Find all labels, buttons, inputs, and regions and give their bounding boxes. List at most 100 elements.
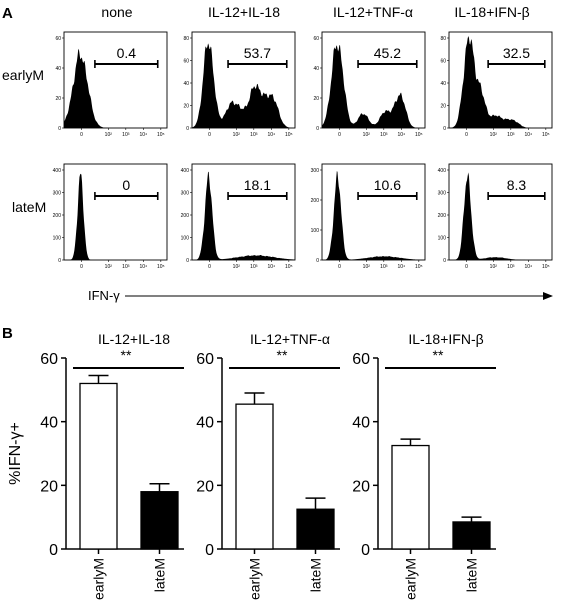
histogram-x-tick-label: 10⁴	[524, 264, 532, 270]
x-tick-label: earlyM	[247, 558, 263, 600]
histogram-x-tick-label: 0	[80, 264, 83, 270]
histogram-y-tick-label: 100	[438, 236, 447, 242]
x-tick-label: earlyM	[91, 558, 107, 600]
x-tick-label: lateM	[464, 558, 480, 592]
histogram-y-tick-label: 300	[438, 191, 447, 197]
histogram-x-tick-label: 10³	[380, 264, 388, 270]
histogram-y-tick-label: 200	[53, 213, 62, 219]
histogram-y-tick-label: 100	[181, 236, 190, 242]
histogram-y-tick-label: 40	[55, 66, 61, 72]
gate-percent: 18.1	[244, 177, 271, 193]
histogram-x-tick-label: 0	[338, 264, 341, 270]
gate-percent: 0	[122, 177, 130, 193]
histogram-x-tick-label: 10³	[122, 132, 130, 138]
histogram-x-tick-label: 10⁵	[157, 264, 165, 270]
histogram-x-tick-label: 10³	[250, 132, 258, 138]
y-tick-label: 0	[361, 542, 370, 559]
histogram-x-tick-label: 10³	[250, 264, 258, 270]
y-tick-label: 20	[352, 478, 370, 495]
bar-chart-title: IL-12+IL-18	[98, 331, 170, 347]
bar-chart: IL-12+TNF-α 0 20 40 60 earlyM lateM **	[196, 331, 340, 600]
histogram-y-tick-label: 400	[181, 168, 190, 174]
histogram-y-tick-label: 0	[316, 258, 319, 264]
bar-chart-title: IL-12+TNF-α	[250, 331, 330, 347]
histogram-x-tick-label: 10⁵	[285, 264, 293, 270]
histogram-y-tick-label: 20	[55, 96, 61, 102]
histogram-x-tick-label: 0	[465, 264, 468, 270]
histogram-area	[64, 48, 167, 128]
histogram-x-tick-label: 10⁴	[397, 264, 405, 270]
histogram-y-tick-label: 100	[311, 228, 320, 234]
histogram-x-tick-label: 10²	[363, 264, 371, 270]
histogram-y-tick-label: 80	[440, 36, 446, 42]
histogram-area	[449, 172, 552, 260]
condition-label: IL-12+IL-18	[208, 4, 280, 20]
histogram-y-tick-label: 200	[181, 213, 190, 219]
histogram-y-tick-label: 40	[183, 81, 189, 87]
y-tick-label: 20	[196, 478, 214, 495]
bar-lateM	[452, 521, 491, 550]
histogram-y-tick-label: 0	[443, 258, 446, 264]
histogram-y-tick-label: 40	[313, 66, 319, 72]
histogram-y-tick-label: 0	[186, 258, 189, 264]
bar-chart-title: IL-18+IFN-β	[408, 331, 483, 347]
histogram-x-tick-label: 10²	[105, 132, 113, 138]
gate-percent: 45.2	[374, 45, 401, 61]
histogram-x-tick-label: 10⁵	[542, 264, 550, 270]
y-tick-label: 60	[40, 351, 58, 368]
histogram-y-tick-label: 60	[183, 59, 189, 65]
y-tick-label: 40	[40, 415, 58, 432]
histogram-y-tick-label: 20	[313, 96, 319, 102]
panel-label-a: A	[2, 5, 13, 22]
condition-label: IL-18+IFN-β	[454, 4, 529, 20]
row-label: earlyM	[2, 67, 44, 83]
histogram-panel: 0 20 40 60 80 0 10² 10³ 10⁴ 10⁵ 32.5	[440, 31, 553, 138]
histogram-y-tick-label: 60	[440, 59, 446, 65]
histogram-y-tick-label: 400	[438, 168, 447, 174]
histogram-y-tick-label: 20	[440, 104, 446, 110]
histogram-x-tick-label: 10⁵	[157, 132, 165, 138]
histogram-y-tick-label: 300	[181, 191, 190, 197]
gate-percent: 0.4	[117, 45, 137, 61]
histogram-y-tick-label: 80	[183, 36, 189, 42]
x-tick-label: earlyM	[403, 558, 419, 600]
histogram-x-tick-label: 0	[208, 132, 211, 138]
condition-label: IL-12+TNF-α	[333, 4, 413, 20]
histogram-y-tick-label: 100	[53, 236, 62, 242]
y-tick-label: 60	[352, 351, 370, 368]
histogram-x-tick-label: 10²	[490, 264, 498, 270]
histogram-x-tick-label: 10⁵	[542, 132, 550, 138]
histogram-area	[192, 43, 295, 128]
histogram-panel: 0 100 200 300 400 0 10² 10³ 10⁴ 10⁵ 8.3	[438, 163, 553, 270]
histogram-y-tick-label: 60	[55, 36, 61, 42]
histogram-y-tick-label: 200	[311, 198, 320, 204]
histogram-y-tick-label: 40	[440, 81, 446, 87]
histogram-x-tick-label: 10²	[490, 132, 498, 138]
gate-percent: 8.3	[507, 177, 527, 193]
gate-percent: 32.5	[503, 45, 530, 61]
histogram-area	[64, 173, 167, 260]
histogram-x-tick-label: 10⁴	[267, 132, 275, 138]
gate-percent: 53.7	[244, 45, 271, 61]
histogram-area	[192, 171, 295, 260]
histogram-x-tick-label: 10⁴	[397, 132, 405, 138]
histogram-x-tick-label: 10⁴	[524, 132, 532, 138]
histogram-area	[449, 36, 552, 128]
bar-lateM	[296, 508, 335, 550]
y-tick-label: 20	[40, 478, 58, 495]
condition-label: none	[101, 4, 132, 20]
histogram-x-tick-label: 0	[80, 132, 83, 138]
histogram-x-tick-label: 10²	[105, 264, 113, 270]
histogram-panel: 0 20 40 60 80 0 10² 10³ 10⁴ 10⁵ 53.7	[183, 31, 296, 138]
histogram-y-tick-label: 0	[186, 126, 189, 132]
histogram-panel: 0 20 40 60 0 10² 10³ 10⁴ 10⁵ 0.4	[55, 31, 168, 138]
significance-marker: **	[121, 347, 132, 363]
histogram-panel: 0 20 40 60 0 10² 10³ 10⁴ 10⁵ 45.2	[313, 31, 426, 138]
histogram-x-tick-label: 10³	[507, 132, 515, 138]
bar-chart: IL-12+IL-18 0 20 40 60 earlyM lateM ** %IFN-γ+	[7, 331, 184, 600]
y-tick-label: 0	[49, 542, 58, 559]
histogram-y-tick-label: 0	[58, 258, 61, 264]
histogram-area	[322, 171, 425, 260]
histogram-x-tick-label: 0	[338, 132, 341, 138]
